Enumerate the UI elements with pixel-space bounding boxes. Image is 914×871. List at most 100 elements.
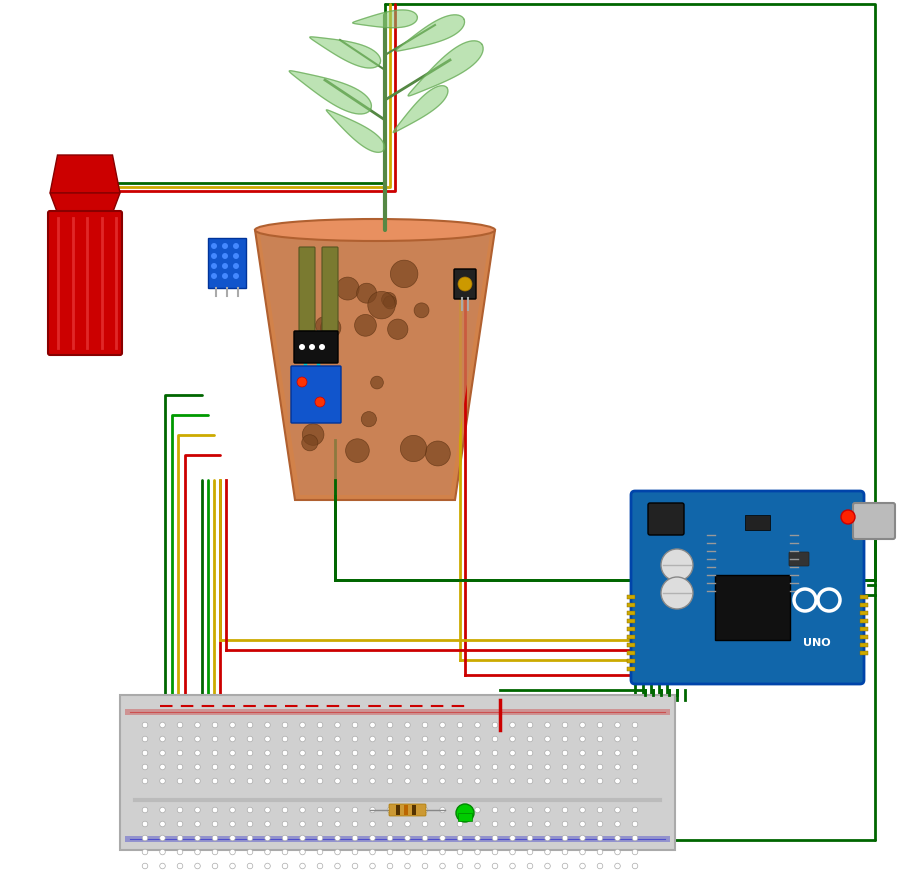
Circle shape	[233, 263, 239, 269]
FancyBboxPatch shape	[853, 503, 895, 539]
Circle shape	[177, 849, 183, 854]
Circle shape	[615, 835, 621, 841]
Circle shape	[211, 243, 217, 249]
Circle shape	[457, 778, 462, 784]
Circle shape	[282, 778, 288, 784]
Circle shape	[457, 863, 462, 868]
Circle shape	[282, 750, 288, 756]
FancyBboxPatch shape	[454, 269, 476, 299]
Circle shape	[527, 863, 533, 868]
Circle shape	[143, 764, 148, 770]
Circle shape	[247, 778, 253, 784]
Circle shape	[457, 821, 462, 827]
Circle shape	[493, 863, 498, 868]
Circle shape	[440, 750, 445, 756]
Bar	[627, 619, 635, 623]
Circle shape	[527, 736, 533, 742]
Circle shape	[345, 439, 369, 463]
Circle shape	[388, 319, 408, 340]
Circle shape	[527, 778, 533, 784]
Circle shape	[527, 835, 533, 841]
Circle shape	[579, 736, 585, 742]
Circle shape	[222, 243, 228, 249]
Circle shape	[212, 722, 218, 728]
Circle shape	[160, 821, 165, 827]
Circle shape	[282, 863, 288, 868]
Circle shape	[355, 314, 377, 336]
Circle shape	[597, 764, 603, 770]
Circle shape	[369, 750, 376, 756]
Circle shape	[615, 807, 621, 813]
Circle shape	[335, 807, 340, 813]
Circle shape	[510, 807, 515, 813]
Circle shape	[493, 722, 498, 728]
Circle shape	[297, 377, 307, 387]
Bar	[627, 627, 635, 631]
Circle shape	[388, 863, 393, 868]
Circle shape	[369, 736, 376, 742]
Circle shape	[317, 821, 323, 827]
Circle shape	[545, 764, 550, 770]
Circle shape	[369, 863, 376, 868]
Circle shape	[335, 778, 340, 784]
Circle shape	[493, 807, 498, 813]
Circle shape	[265, 821, 271, 827]
Circle shape	[457, 849, 462, 854]
Circle shape	[229, 863, 235, 868]
Circle shape	[300, 863, 305, 868]
Circle shape	[160, 750, 165, 756]
Circle shape	[229, 764, 235, 770]
Circle shape	[265, 835, 271, 841]
Circle shape	[615, 821, 621, 827]
Circle shape	[336, 277, 359, 300]
Circle shape	[309, 344, 315, 350]
Circle shape	[177, 764, 183, 770]
Bar	[627, 603, 635, 607]
FancyBboxPatch shape	[208, 238, 246, 288]
Circle shape	[422, 736, 428, 742]
Circle shape	[265, 778, 271, 784]
Circle shape	[265, 764, 271, 770]
Circle shape	[545, 722, 550, 728]
Circle shape	[247, 722, 253, 728]
Circle shape	[562, 778, 568, 784]
Circle shape	[615, 778, 621, 784]
Circle shape	[493, 778, 498, 784]
Polygon shape	[310, 37, 380, 68]
Circle shape	[317, 863, 323, 868]
Circle shape	[510, 736, 515, 742]
Bar	[860, 643, 868, 647]
Circle shape	[222, 273, 228, 279]
Circle shape	[352, 750, 357, 756]
Circle shape	[422, 849, 428, 854]
Circle shape	[474, 750, 480, 756]
Circle shape	[510, 750, 515, 756]
Circle shape	[317, 736, 323, 742]
Circle shape	[493, 835, 498, 841]
Circle shape	[369, 764, 376, 770]
Circle shape	[597, 835, 603, 841]
Polygon shape	[255, 230, 495, 500]
Bar	[627, 651, 635, 655]
Circle shape	[562, 736, 568, 742]
Circle shape	[388, 722, 393, 728]
Circle shape	[388, 807, 393, 813]
Circle shape	[597, 736, 603, 742]
Circle shape	[527, 722, 533, 728]
Circle shape	[317, 849, 323, 854]
Circle shape	[632, 835, 638, 841]
Circle shape	[315, 316, 334, 334]
Circle shape	[458, 277, 472, 291]
Circle shape	[422, 722, 428, 728]
Polygon shape	[289, 71, 371, 114]
Bar	[860, 603, 868, 607]
Circle shape	[615, 849, 621, 854]
Circle shape	[211, 253, 217, 259]
Circle shape	[315, 397, 325, 407]
Circle shape	[282, 764, 288, 770]
Circle shape	[388, 736, 393, 742]
Polygon shape	[50, 193, 120, 213]
Bar	[125, 836, 670, 842]
Circle shape	[143, 736, 148, 742]
Circle shape	[632, 807, 638, 813]
